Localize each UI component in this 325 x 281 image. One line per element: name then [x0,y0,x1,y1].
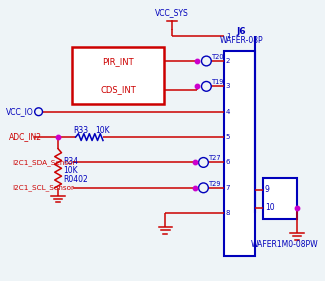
Text: R0402: R0402 [63,175,88,183]
Bar [224,51,255,256]
Text: CDS_INT: CDS_INT [100,85,136,94]
Text: VCC_IO: VCC_IO [6,107,34,116]
Bar [263,178,297,219]
Text: WAFER1M0-08PW: WAFER1M0-08PW [251,241,319,250]
Text: 6: 6 [226,159,230,166]
Text: 2: 2 [226,58,230,64]
Text: 10K: 10K [63,166,78,175]
Text: T19: T19 [212,80,225,85]
Text: 10K: 10K [95,126,110,135]
Text: I2C1_SDA_Sensor: I2C1_SDA_Sensor [12,159,76,166]
Text: 9: 9 [265,185,270,194]
Text: ADC_IN2: ADC_IN2 [9,133,42,142]
Text: T29: T29 [209,181,222,187]
Text: VCC_SYS: VCC_SYS [155,8,189,17]
Text: R33: R33 [74,126,89,135]
Text: 4: 4 [226,109,230,115]
Text: 7: 7 [226,185,230,191]
Bar [72,47,164,104]
Text: 8: 8 [226,210,230,216]
Text: 1: 1 [226,33,230,38]
Text: 10: 10 [265,203,275,212]
Text: WAFER-08P: WAFER-08P [220,36,263,46]
Text: 3: 3 [226,83,230,89]
Text: T20: T20 [212,54,225,60]
Text: J6: J6 [237,27,246,36]
Text: R34: R34 [63,157,78,166]
Text: I2C1_SCL_Sensor: I2C1_SCL_Sensor [12,184,74,191]
Text: PIR_INT: PIR_INT [102,57,134,66]
Text: 5: 5 [226,134,230,140]
Text: T27: T27 [209,155,222,162]
